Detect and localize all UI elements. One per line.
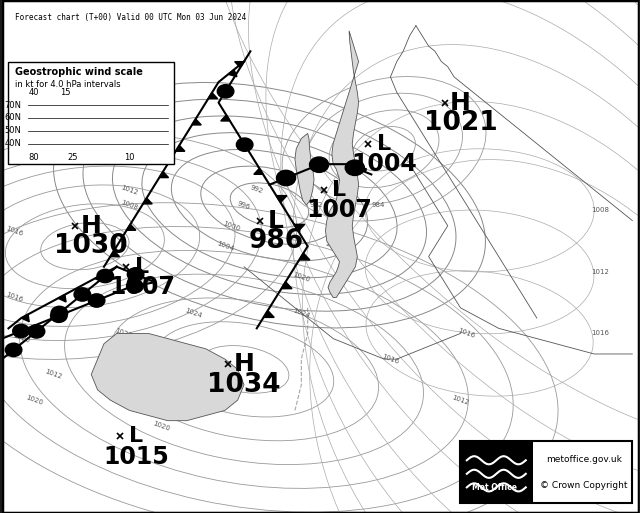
- Polygon shape: [276, 195, 287, 203]
- Text: 1020: 1020: [292, 271, 311, 283]
- Text: L: L: [135, 257, 149, 277]
- Text: 1004: 1004: [351, 152, 417, 176]
- Text: 1028: 1028: [95, 353, 113, 365]
- Text: 996: 996: [237, 200, 252, 210]
- Text: 1015: 1015: [103, 445, 169, 468]
- Text: 25: 25: [67, 152, 77, 162]
- Text: H: H: [234, 352, 255, 376]
- Text: Met Office: Met Office: [472, 483, 517, 492]
- Text: 80: 80: [29, 152, 39, 162]
- Ellipse shape: [276, 170, 296, 186]
- Text: 1012: 1012: [591, 269, 609, 275]
- Polygon shape: [143, 198, 152, 204]
- Polygon shape: [264, 310, 274, 318]
- Ellipse shape: [74, 288, 91, 301]
- Text: 1012: 1012: [44, 369, 63, 380]
- Polygon shape: [326, 31, 358, 298]
- Polygon shape: [159, 172, 168, 177]
- Text: 1024: 1024: [292, 307, 310, 319]
- Polygon shape: [127, 224, 136, 230]
- Text: 1007: 1007: [307, 199, 372, 222]
- Ellipse shape: [51, 306, 68, 320]
- FancyBboxPatch shape: [460, 441, 532, 503]
- Text: 992: 992: [250, 185, 264, 195]
- Text: 50N: 50N: [4, 126, 21, 135]
- Text: 1008: 1008: [120, 200, 139, 211]
- Text: 1012: 1012: [451, 394, 470, 406]
- Text: 1020: 1020: [12, 333, 31, 344]
- Ellipse shape: [345, 160, 364, 175]
- Text: 1020: 1020: [24, 394, 44, 406]
- Text: 1030: 1030: [54, 233, 128, 259]
- Ellipse shape: [13, 324, 29, 338]
- Ellipse shape: [88, 294, 105, 307]
- Polygon shape: [295, 133, 314, 205]
- Text: 1024: 1024: [203, 394, 221, 406]
- Text: Geostrophic wind scale: Geostrophic wind scale: [15, 67, 143, 76]
- Polygon shape: [110, 251, 120, 256]
- Polygon shape: [228, 70, 237, 76]
- FancyBboxPatch shape: [8, 62, 174, 164]
- Text: 60N: 60N: [4, 113, 21, 123]
- Text: 40: 40: [29, 88, 39, 97]
- Text: 40N: 40N: [4, 139, 21, 148]
- Text: 1007: 1007: [109, 275, 175, 299]
- Text: 10: 10: [124, 152, 134, 162]
- Text: 992: 992: [310, 202, 323, 208]
- Text: 984: 984: [371, 202, 385, 208]
- Text: L: L: [377, 134, 391, 153]
- Ellipse shape: [236, 138, 253, 151]
- Polygon shape: [235, 62, 244, 68]
- Text: L: L: [129, 426, 143, 446]
- Polygon shape: [221, 115, 230, 121]
- Text: 1020: 1020: [152, 420, 171, 431]
- Polygon shape: [294, 224, 305, 231]
- Text: 986: 986: [248, 228, 303, 254]
- Text: 15: 15: [61, 88, 71, 97]
- Text: in kt for 4.0 hPa intervals: in kt for 4.0 hPa intervals: [15, 80, 120, 89]
- Text: 1016: 1016: [458, 328, 476, 339]
- Ellipse shape: [97, 269, 113, 283]
- Text: 1021: 1021: [424, 110, 497, 136]
- Ellipse shape: [218, 85, 234, 98]
- Text: 1016: 1016: [324, 241, 342, 252]
- Text: © Crown Copyright: © Crown Copyright: [540, 481, 628, 490]
- Polygon shape: [175, 145, 185, 151]
- Text: L: L: [268, 209, 284, 232]
- Polygon shape: [208, 93, 218, 98]
- Text: 1034: 1034: [207, 372, 281, 398]
- FancyBboxPatch shape: [460, 441, 632, 503]
- Text: 1004: 1004: [216, 241, 234, 252]
- Ellipse shape: [51, 309, 67, 322]
- Text: 1020: 1020: [114, 328, 132, 339]
- Ellipse shape: [127, 268, 144, 281]
- Ellipse shape: [310, 157, 328, 172]
- Text: 1016: 1016: [5, 292, 24, 303]
- Polygon shape: [95, 275, 103, 282]
- Polygon shape: [254, 168, 263, 174]
- Polygon shape: [192, 119, 201, 125]
- Polygon shape: [58, 294, 66, 302]
- Text: 1016: 1016: [5, 225, 24, 236]
- Text: 1016: 1016: [591, 330, 609, 337]
- Polygon shape: [299, 253, 310, 260]
- Text: 1012: 1012: [120, 184, 139, 195]
- Text: 1016: 1016: [381, 353, 400, 365]
- Polygon shape: [21, 314, 29, 322]
- Polygon shape: [282, 282, 292, 289]
- Ellipse shape: [28, 325, 45, 338]
- Text: H: H: [81, 214, 102, 238]
- Text: 1008: 1008: [591, 207, 609, 213]
- Text: L: L: [332, 180, 347, 200]
- Text: 1000: 1000: [222, 220, 241, 231]
- Text: 70N: 70N: [4, 101, 21, 110]
- Text: 1024: 1024: [184, 307, 202, 319]
- Polygon shape: [92, 333, 244, 421]
- Text: 988: 988: [340, 202, 354, 208]
- Text: Forecast chart (T+00) Valid 00 UTC Mon 03 Jun 2024: Forecast chart (T+00) Valid 00 UTC Mon 0…: [15, 13, 246, 22]
- Text: H: H: [450, 91, 471, 114]
- Ellipse shape: [5, 343, 22, 357]
- Ellipse shape: [127, 280, 143, 293]
- Text: metoffice.gov.uk: metoffice.gov.uk: [547, 455, 622, 464]
